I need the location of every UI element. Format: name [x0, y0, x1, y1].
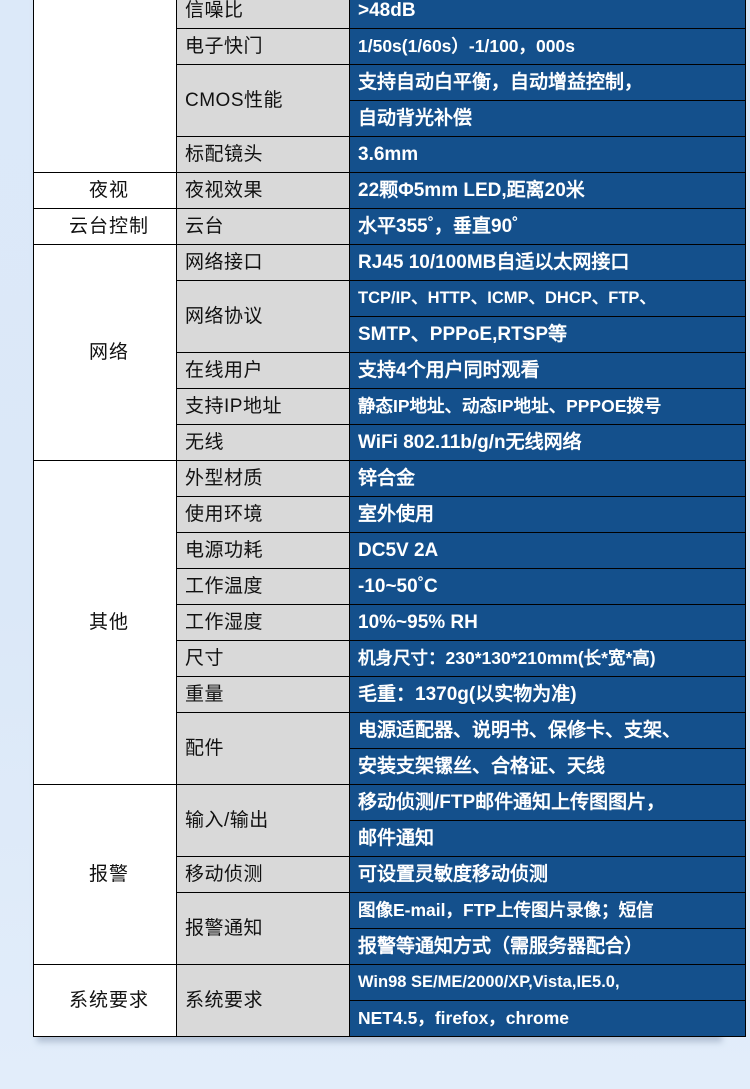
parameter-value-cell-15: DC5V 2A: [349, 532, 746, 569]
parameter-value-cell-24: 可设置灵敏度移动侦测: [349, 856, 746, 893]
parameter-value-cell-22: 移动侦测/FTP邮件通知上传图图片，: [349, 784, 746, 821]
parameter-value-cell-16: -10~50˚C: [349, 568, 746, 605]
parameter-name-cell-5: 云台: [176, 208, 350, 245]
table-row: 夜视 夜视效果 22颗Φ5mm LED,距离20米: [33, 172, 746, 209]
table-row: 信噪比 >48dB: [33, 0, 746, 173]
parameter-name-cell-9: 支持IP地址: [176, 388, 350, 425]
parameter-name-cell-3: 标配镜头: [176, 136, 350, 173]
category-cell-6: 系统要求: [33, 964, 177, 1037]
parameter-name-cell-4: 夜视效果: [176, 172, 350, 209]
product-specification-table: 信噪比 >48dB 电子快门 1/50s(1/60s）-1/100，000s CMOS性…: [33, 0, 746, 1037]
table-row: 安装支架镙丝、合格证、天线: [34, 748, 746, 785]
parameter-value-cell-13: 锌合金: [349, 460, 746, 497]
table-row: 尺寸 机身尺寸：230*130*210mm(长*宽*高): [34, 640, 746, 677]
category-cell-2: 云台控制: [33, 208, 177, 245]
category-cell-4: 其他: [33, 460, 177, 785]
parameter-value-cell-26: 报警等通知方式（需服务器配合）: [349, 928, 746, 965]
parameter-value-cell-18: 机身尺寸：230*130*210mm(长*宽*高): [349, 640, 746, 677]
table-row: 邮件通知: [34, 820, 746, 857]
category-cell-empty-0: [33, 0, 177, 173]
table-row: 其他 外型材质 锌合金: [33, 460, 746, 785]
parameter-value-cell-20: 电源适配器、说明书、保修卡、支架、: [349, 712, 746, 749]
table-row: 报警 输入/输出 移动侦测/FTP邮件通知上传图图片，: [33, 784, 746, 965]
table-row: 系统要求 系统要求 Win98 SE/ME/2000/XP,Vista,IE5.0,: [33, 964, 746, 1037]
category-cell-3: 网络: [33, 244, 177, 461]
table-row: 移动侦测 可设置灵敏度移动侦测: [34, 856, 746, 893]
table-row: 工作湿度 10%~95% RH: [34, 604, 746, 641]
spec-table-body: 信噪比 >48dB 电子快门 1/50s(1/60s）-1/100，000s CMOS性…: [33, 0, 746, 1037]
category-cell-5: 报警: [33, 784, 177, 965]
table-row: 网络 网络接口 RJ45 10/100MB自适以太网接口: [33, 244, 746, 461]
parameter-name-cell-1: 电子快门: [176, 28, 350, 65]
spec-table-container: 信噪比 >48dB 电子快门 1/50s(1/60s）-1/100，000s CMOS性…: [33, 0, 746, 1037]
parameter-name-cell-8: 在线用户: [176, 352, 350, 389]
parameter-value-cell-5: 22颗Φ5mm LED,距离20米: [349, 172, 746, 209]
parameter-name-cell-21: 报警通知: [176, 892, 350, 965]
table-row: 无线 WiFi 802.11b/g/n无线网络: [34, 424, 746, 461]
parameter-value-cell-23: 邮件通知: [349, 820, 746, 857]
parameter-value-cell-8: TCP/IP、HTTP、ICMP、DHCP、FTP、: [349, 280, 746, 317]
category-cell-1: 夜视: [33, 172, 177, 209]
table-row: 电子快门 1/50s(1/60s）-1/100，000s: [34, 28, 746, 65]
parameter-value-cell-9: SMTP、PPPoE,RTSP等: [349, 316, 746, 353]
parameter-name-cell-7: 网络协议: [176, 280, 350, 353]
parameter-value-cell-10: 支持4个用户同时观看: [349, 352, 746, 389]
parameter-value-cell-14: 室外使用: [349, 496, 746, 533]
table-row: 网络协议 TCP/IP、HTTP、ICMP、DHCP、FTP、: [34, 280, 746, 353]
parameter-value-cell-3: 自动背光补偿: [349, 100, 746, 137]
parameter-value-cell-19: 毛重：1370g(以实物为准): [349, 676, 746, 713]
table-row: 自动背光补偿: [34, 100, 746, 137]
parameter-value-cell-0: >48dB: [349, 0, 746, 29]
table-row: 报警通知 图像E-mail，FTP上传图片录像；短信: [34, 892, 746, 965]
table-row: CMOS性能 支持自动白平衡，自动增益控制，: [34, 64, 746, 137]
parameter-value-cell-4: 3.6mm: [349, 136, 746, 173]
parameter-name-cell-10: 无线: [176, 424, 350, 461]
parameter-name-cell-22: 系统要求: [176, 964, 350, 1037]
parameter-value-cell-27: Win98 SE/ME/2000/XP,Vista,IE5.0,: [349, 964, 746, 1001]
table-row: NET4.5，firefox，chrome: [34, 1000, 746, 1037]
parameter-value-cell-7: RJ45 10/100MB自适以太网接口: [349, 244, 746, 281]
table-row: SMTP、PPPoE,RTSP等: [34, 316, 746, 353]
parameter-value-cell-25: 图像E-mail，FTP上传图片录像；短信: [349, 892, 746, 929]
parameter-name-cell-12: 使用环境: [176, 496, 350, 533]
parameter-value-cell-1: 1/50s(1/60s）-1/100，000s: [349, 28, 746, 65]
table-row: 电源功耗 DC5V 2A: [34, 532, 746, 569]
table-row: 报警等通知方式（需服务器配合）: [34, 928, 746, 965]
parameter-name-cell-6: 网络接口: [176, 244, 350, 281]
parameter-value-cell-2: 支持自动白平衡，自动增益控制，: [349, 64, 746, 101]
parameter-name-cell-2: CMOS性能: [176, 64, 350, 137]
parameter-value-cell-11: 静态IP地址、动态IP地址、PPPOE拨号: [349, 388, 746, 425]
parameter-name-cell-13: 电源功耗: [176, 532, 350, 569]
parameter-name-cell-16: 尺寸: [176, 640, 350, 677]
table-row: 云台控制 云台 水平355˚，垂直90˚: [33, 208, 746, 245]
table-row: 在线用户 支持4个用户同时观看: [34, 352, 746, 389]
parameter-name-cell-11: 外型材质: [176, 460, 350, 497]
parameter-name-cell-18: 配件: [176, 712, 350, 785]
parameter-value-cell-12: WiFi 802.11b/g/n无线网络: [349, 424, 746, 461]
parameter-name-cell-15: 工作湿度: [176, 604, 350, 641]
parameter-name-cell-0: 信噪比: [176, 0, 350, 29]
table-row: 工作温度 -10~50˚C: [34, 568, 746, 605]
parameter-value-cell-6: 水平355˚，垂直90˚: [349, 208, 746, 245]
table-row: 配件 电源适配器、说明书、保修卡、支架、: [34, 712, 746, 785]
table-row: 支持IP地址 静态IP地址、动态IP地址、PPPOE拨号: [34, 388, 746, 425]
parameter-value-cell-28: NET4.5，firefox，chrome: [349, 1000, 746, 1037]
parameter-name-cell-17: 重量: [176, 676, 350, 713]
parameter-name-cell-19: 输入/输出: [176, 784, 350, 857]
parameter-name-cell-20: 移动侦测: [176, 856, 350, 893]
parameter-value-cell-21: 安装支架镙丝、合格证、天线: [349, 748, 746, 785]
parameter-value-cell-17: 10%~95% RH: [349, 604, 746, 641]
table-row: 标配镜头 3.6mm: [34, 136, 746, 173]
parameter-name-cell-14: 工作温度: [176, 568, 350, 605]
